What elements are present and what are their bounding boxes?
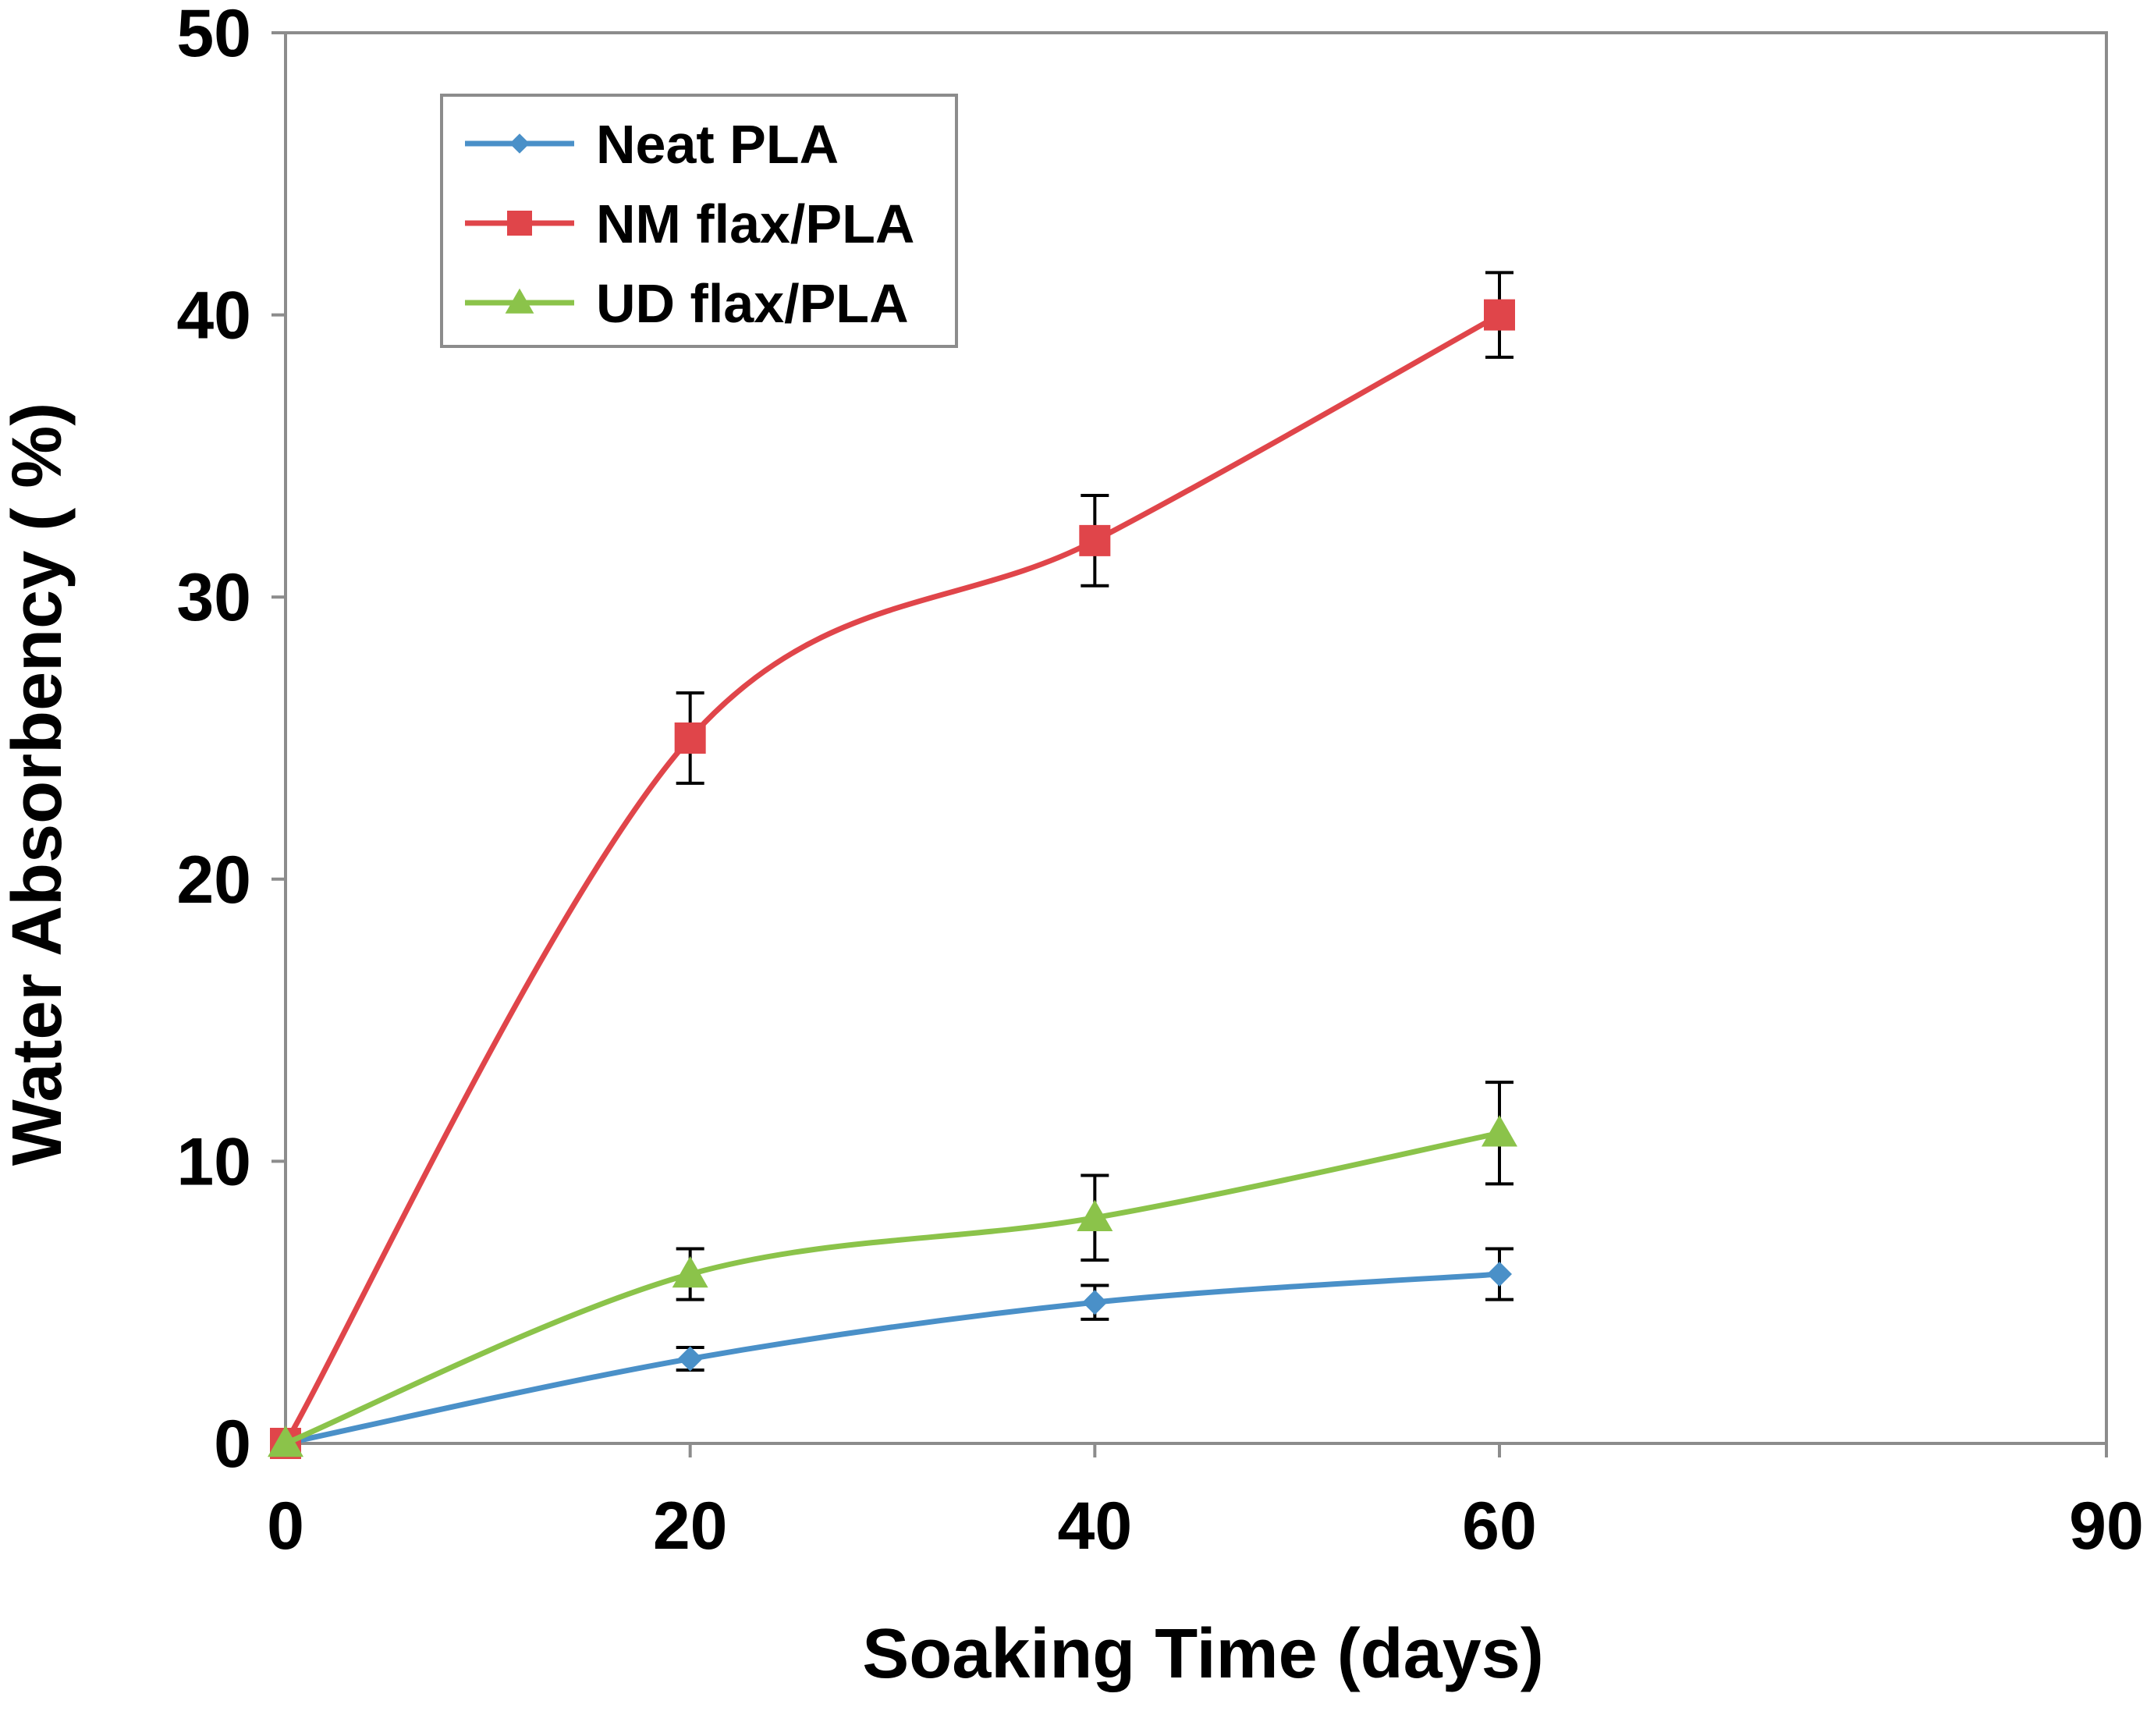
legend-label: Neat PLA	[596, 114, 839, 175]
data-point	[674, 722, 706, 754]
data-point	[677, 1346, 703, 1372]
x-axis-ticks: 0 20 40 60 90	[267, 1443, 2144, 1564]
y-tick-label: 30	[176, 560, 251, 635]
legend: Neat PLA NM flax/PLA UD flax/PLA	[440, 94, 958, 348]
y-tick-label: 40	[176, 279, 251, 353]
data-point	[1077, 1199, 1113, 1231]
y-tick-label: 0	[214, 1407, 251, 1482]
legend-label: UD flax/PLA	[596, 273, 909, 334]
legend-marker	[505, 288, 534, 314]
legend-marker	[509, 133, 530, 154]
series-line	[282, 312, 1501, 1445]
plot-area	[284, 31, 2108, 1445]
x-tick-label: 60	[1462, 1489, 1537, 1564]
data-point	[1484, 299, 1515, 331]
series-line	[285, 1271, 1500, 1447]
data-point	[1482, 1115, 1517, 1147]
x-tick-label: 90	[2069, 1489, 2144, 1564]
data-point	[672, 1256, 708, 1288]
data-point	[268, 1425, 303, 1457]
legend-item: NM flax/PLA	[465, 193, 914, 254]
x-tick-label: 0	[267, 1489, 304, 1564]
x-axis-title: Soaking Time (days)	[862, 1615, 1544, 1693]
data-point	[1079, 524, 1111, 556]
y-tick-label: 50	[176, 0, 251, 71]
series-layer	[268, 271, 1517, 1459]
legend-label: NM flax/PLA	[596, 193, 914, 254]
series-line	[284, 1130, 1500, 1447]
series-nm-flax-pla	[270, 271, 1515, 1459]
series-ud-flax-pla	[268, 1081, 1517, 1457]
legend-item: Neat PLA	[465, 114, 839, 175]
y-axis-title: Water Absorbency ( %)	[0, 403, 76, 1166]
legend-marker	[507, 211, 532, 236]
data-point	[1082, 1290, 1108, 1315]
x-tick-label: 20	[653, 1489, 728, 1564]
legend-item: UD flax/PLA	[465, 273, 909, 334]
y-tick-label: 10	[176, 1124, 251, 1199]
plot-border	[284, 31, 2108, 1445]
y-axis-ticks: 0 10 20 30 40 50	[176, 0, 286, 1482]
x-tick-label: 40	[1057, 1489, 1132, 1564]
data-point	[1487, 1262, 1512, 1287]
y-tick-label: 20	[176, 843, 251, 918]
